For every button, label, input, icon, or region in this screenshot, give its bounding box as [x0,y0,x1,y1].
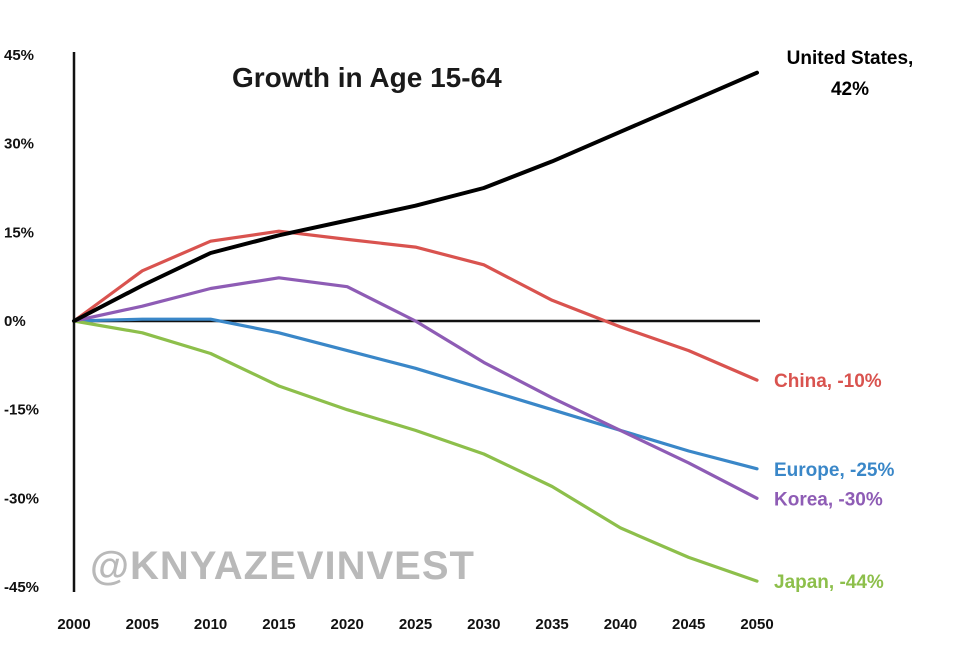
series-label-korea: Korea, -30% [774,489,883,510]
series-line-europe [72,317,759,471]
series-line-korea [72,276,759,500]
series-label-japan: Japan, -44% [774,572,884,593]
y-tick-label: 15% [4,224,34,241]
y-tick-label: 30% [4,136,34,153]
y-tick-label: -15% [4,402,39,419]
x-tick-label: 2030 [467,616,500,633]
y-tick-label: -45% [4,579,39,596]
x-tick-label: 2025 [399,616,432,633]
x-tick-label: 2000 [57,616,90,633]
x-tick-label: 2035 [535,616,568,633]
series-line-japan [72,319,759,583]
series-lines [72,70,759,583]
series-labels: United States, 42% China, -10% Europe, -25%… [774,48,913,593]
series-label-europe: Europe, -25% [774,460,894,481]
series-label-united-states-line2: 42% [831,79,869,100]
series-line-china [72,229,759,382]
series-line-united-states [72,70,759,323]
x-tick-label: 2050 [740,616,773,633]
x-tick-label: 2005 [126,616,159,633]
x-tick-label: 2010 [194,616,227,633]
series-label-united-states-line1: United States, [787,48,914,69]
y-tick-label: 45% [4,47,34,64]
x-tick-label: 2015 [262,616,295,633]
x-tick-label: 2040 [604,616,637,633]
x-tick-labels: 2000 2005 2010 2015 2020 2025 2030 2035 2040 2045… [57,616,773,633]
series-label-china: China, -10% [774,371,882,392]
y-tick-label: 0% [4,313,26,330]
chart-title: Growth in Age 15-64 [232,62,502,93]
watermark-text: @KNYAZEVINVEST [90,544,475,588]
x-tick-label: 2045 [672,616,705,633]
y-tick-label: -30% [4,490,39,507]
y-tick-labels: 45% 30% 15% 0% -15% -30% -45% [4,47,39,596]
x-tick-label: 2020 [331,616,364,633]
